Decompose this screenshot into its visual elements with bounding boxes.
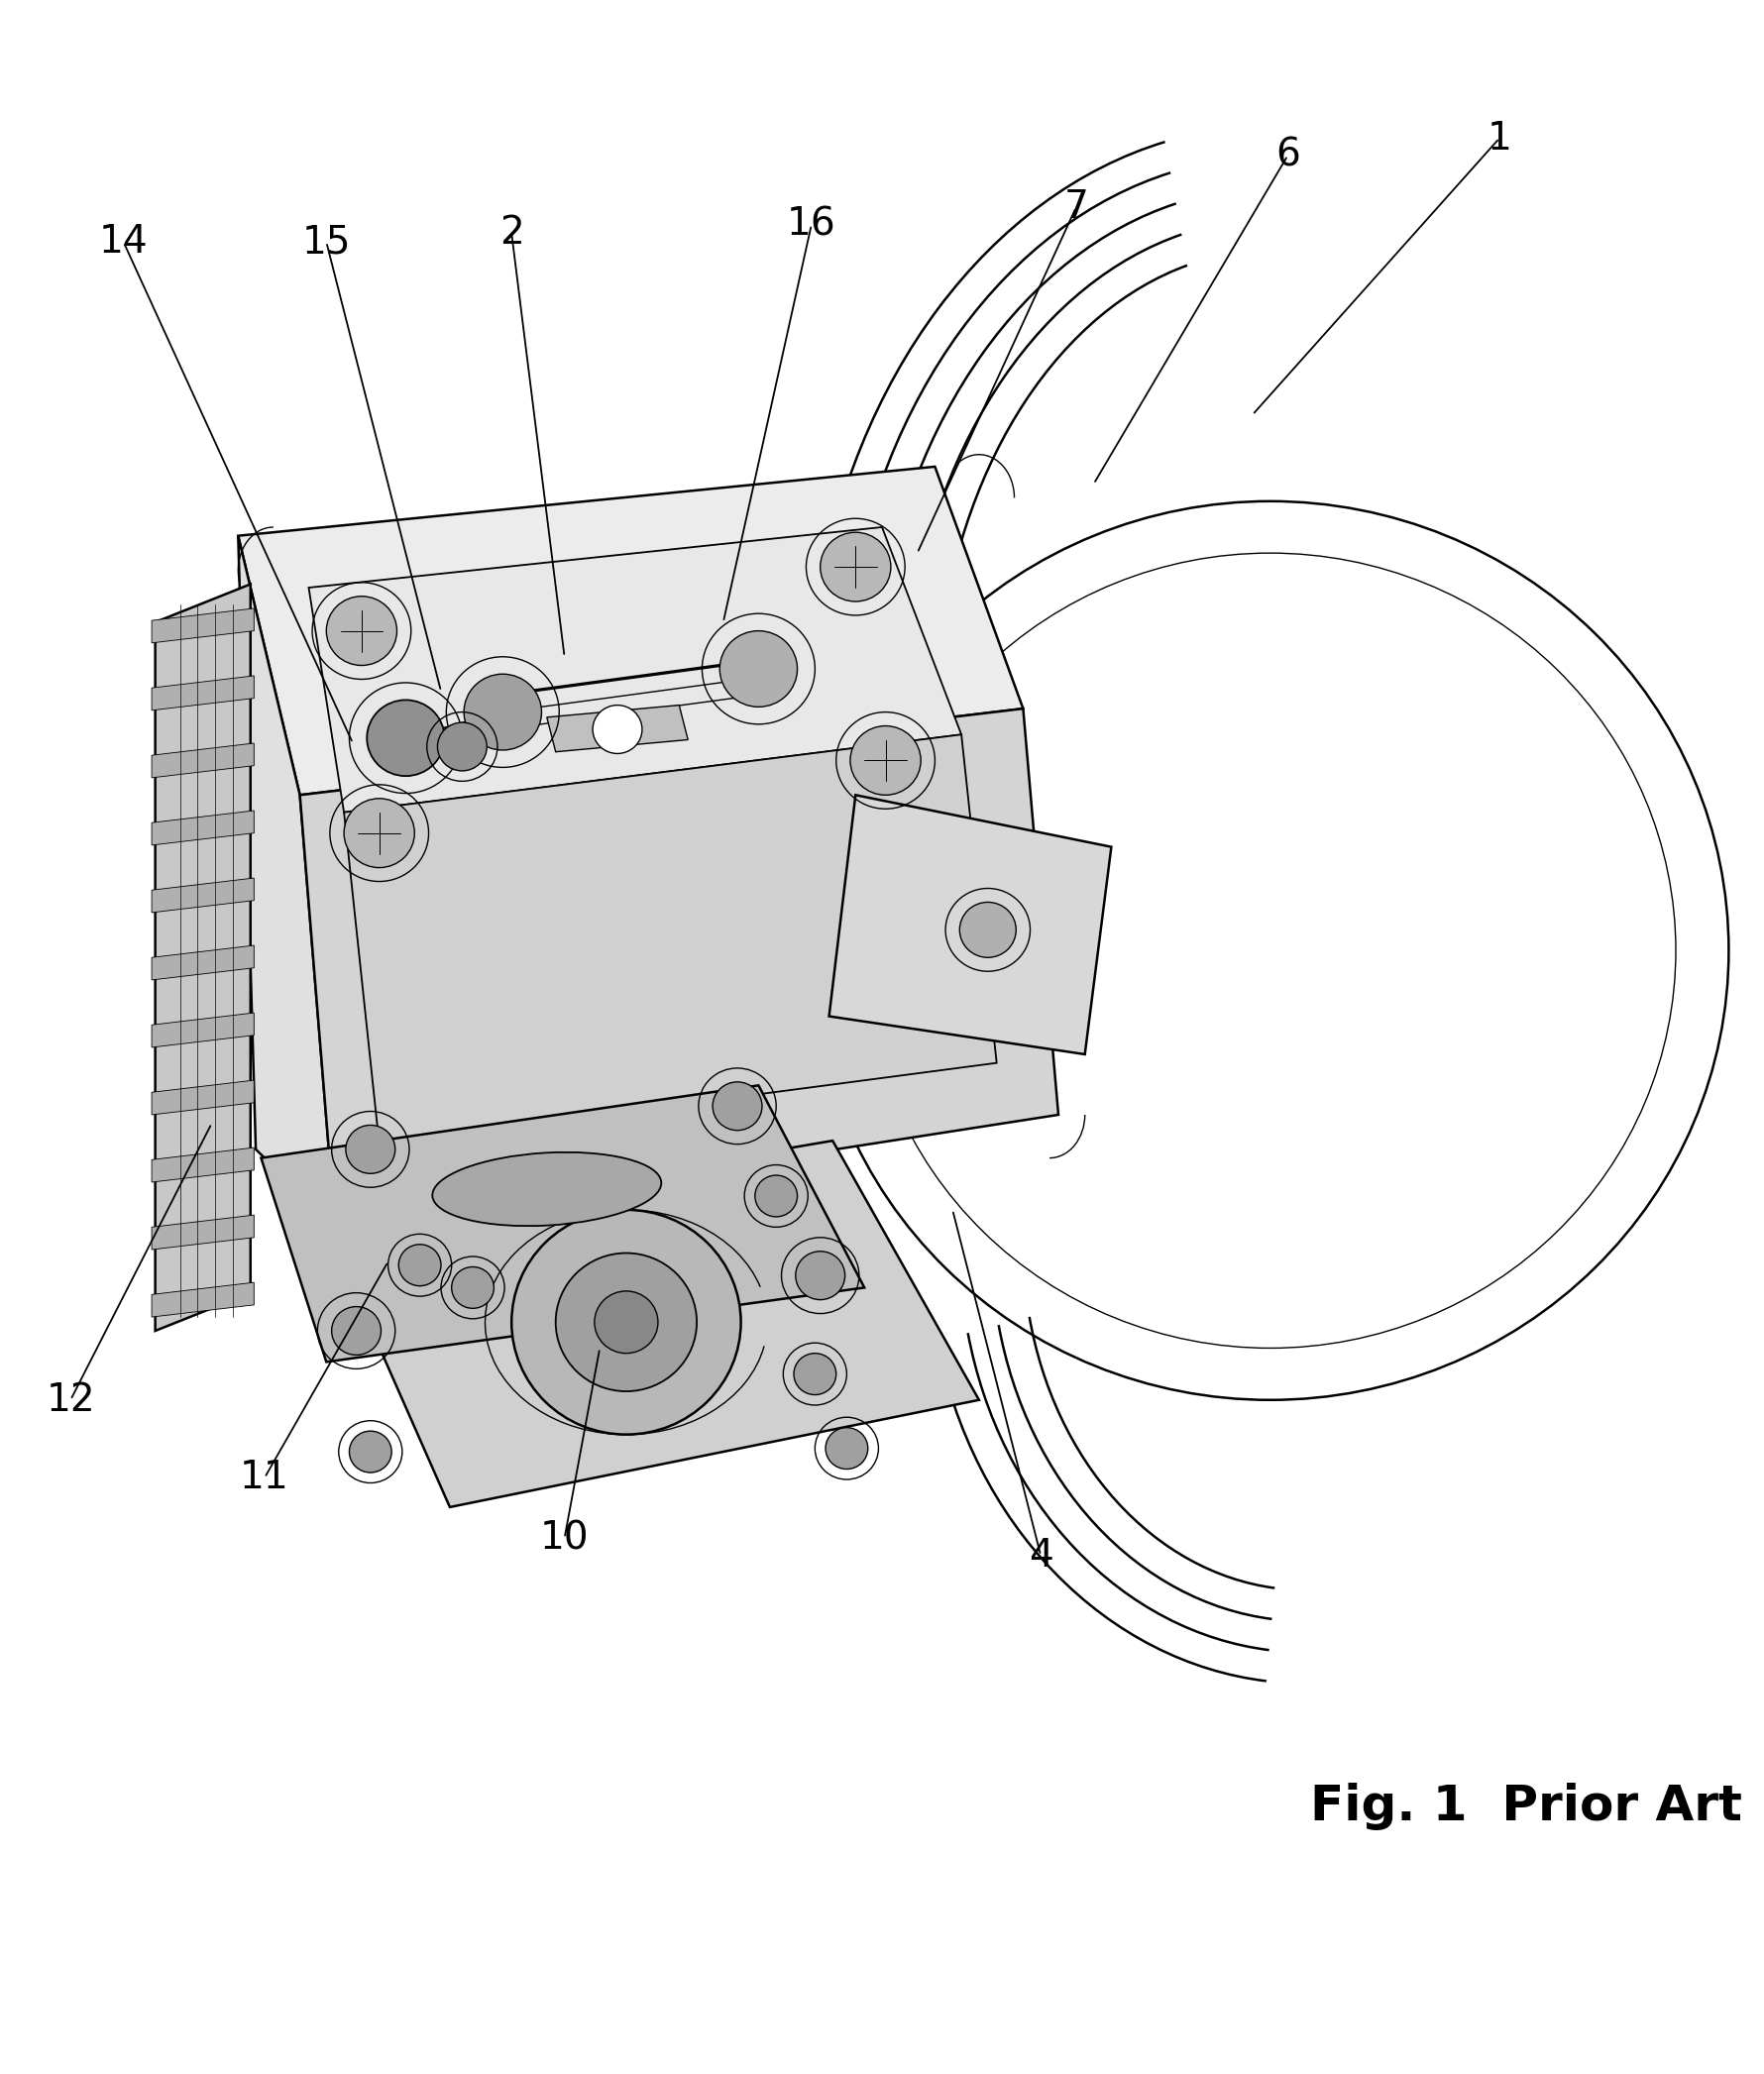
Polygon shape xyxy=(152,1081,254,1116)
Circle shape xyxy=(720,630,797,707)
Circle shape xyxy=(332,1307,381,1354)
Polygon shape xyxy=(152,877,254,913)
Circle shape xyxy=(464,674,542,751)
Text: 4: 4 xyxy=(1028,1537,1053,1574)
Ellipse shape xyxy=(432,1153,662,1226)
Circle shape xyxy=(850,726,921,794)
Polygon shape xyxy=(547,705,688,753)
Polygon shape xyxy=(238,467,1023,794)
Text: 2: 2 xyxy=(499,214,524,253)
Circle shape xyxy=(367,701,445,776)
Polygon shape xyxy=(152,676,254,709)
Circle shape xyxy=(399,1244,441,1286)
Circle shape xyxy=(594,1290,658,1354)
Circle shape xyxy=(755,1176,797,1217)
Text: 12: 12 xyxy=(46,1381,95,1419)
Polygon shape xyxy=(152,608,254,643)
Polygon shape xyxy=(152,742,254,778)
Circle shape xyxy=(512,1209,741,1435)
Polygon shape xyxy=(300,709,1058,1228)
Text: 6: 6 xyxy=(1275,137,1300,174)
Text: Fig. 1  Prior Art: Fig. 1 Prior Art xyxy=(1311,1782,1741,1829)
Text: 10: 10 xyxy=(540,1520,589,1558)
Circle shape xyxy=(326,597,397,666)
Circle shape xyxy=(346,1126,395,1174)
Polygon shape xyxy=(309,527,961,813)
Polygon shape xyxy=(829,794,1111,1054)
Circle shape xyxy=(437,722,487,772)
Text: 14: 14 xyxy=(99,224,148,261)
Polygon shape xyxy=(152,1215,254,1249)
Text: 1: 1 xyxy=(1487,120,1512,158)
Circle shape xyxy=(826,1427,868,1468)
Circle shape xyxy=(796,1251,845,1300)
Circle shape xyxy=(713,1083,762,1130)
Polygon shape xyxy=(261,1085,864,1363)
Circle shape xyxy=(960,902,1016,958)
Polygon shape xyxy=(152,1012,254,1047)
Circle shape xyxy=(794,1354,836,1396)
Polygon shape xyxy=(152,1147,254,1182)
Polygon shape xyxy=(152,946,254,981)
Circle shape xyxy=(556,1253,697,1392)
Polygon shape xyxy=(155,585,250,1332)
Polygon shape xyxy=(238,535,335,1228)
Circle shape xyxy=(820,533,891,601)
Circle shape xyxy=(349,1431,392,1473)
Text: 11: 11 xyxy=(240,1458,289,1497)
Polygon shape xyxy=(152,811,254,846)
Polygon shape xyxy=(152,1282,254,1317)
Polygon shape xyxy=(326,1141,979,1508)
Polygon shape xyxy=(344,734,997,1145)
Circle shape xyxy=(593,705,642,753)
Circle shape xyxy=(344,798,415,867)
Circle shape xyxy=(452,1267,494,1309)
Text: 16: 16 xyxy=(787,205,836,243)
Text: 7: 7 xyxy=(1064,189,1088,226)
Text: 15: 15 xyxy=(302,224,351,261)
